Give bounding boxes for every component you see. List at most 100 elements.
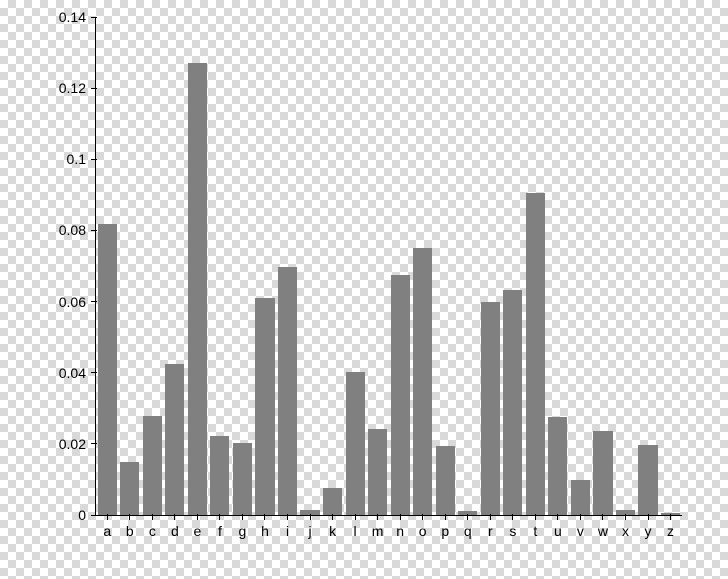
x-tick-slot: f (209, 515, 232, 543)
x-tick-label: a (103, 523, 111, 539)
x-tick-mark (174, 514, 175, 520)
bar-slot (659, 17, 682, 515)
x-tick-label: v (577, 523, 584, 539)
bar-s (503, 290, 522, 515)
x-tick-label: i (286, 523, 289, 539)
x-tick-mark (512, 514, 513, 520)
x-tick-mark (557, 514, 558, 520)
y-axis-ticks: 00.020.040.060.080.10.120.14 (38, 17, 96, 515)
x-tick-label: f (218, 523, 222, 539)
x-tick-mark (242, 514, 243, 520)
bar-t (526, 193, 545, 515)
bar-slot (119, 17, 142, 515)
x-tick-label: r (488, 523, 493, 539)
bar-i (278, 267, 297, 515)
bar-slot (96, 17, 119, 515)
bars-container (96, 17, 682, 515)
bar-slot (321, 17, 344, 515)
x-tick-mark (625, 514, 626, 520)
y-tick-label: 0.06 (59, 294, 86, 310)
bar-y (638, 445, 657, 515)
bar-slot (299, 17, 322, 515)
bar-n (391, 275, 410, 515)
x-tick-mark (287, 514, 288, 520)
x-tick-mark (445, 514, 446, 520)
x-tick-label: d (171, 523, 179, 539)
x-tick-slot: m (366, 515, 389, 543)
bar-slot (637, 17, 660, 515)
x-tick-slot: i (276, 515, 299, 543)
bar-c (143, 416, 162, 515)
x-tick-slot: s (502, 515, 525, 543)
x-tick-mark (332, 514, 333, 520)
x-tick-mark (535, 514, 536, 520)
bar-p (436, 446, 455, 515)
x-tick-label: u (554, 523, 562, 539)
bar-slot (614, 17, 637, 515)
x-tick-slot: o (411, 515, 434, 543)
x-tick-mark (219, 514, 220, 520)
x-tick-mark (377, 514, 378, 520)
y-tick-label: 0 (78, 507, 86, 523)
bar-slot (344, 17, 367, 515)
x-tick-slot: x (614, 515, 637, 543)
x-axis-ticks: abcdefghijklmnopqrstuvwxyz (96, 515, 682, 543)
bar-slot (164, 17, 187, 515)
x-tick-mark (400, 514, 401, 520)
x-tick-mark (490, 514, 491, 520)
x-tick-mark (355, 514, 356, 520)
x-tick-slot: g (231, 515, 254, 543)
bar-r (481, 302, 500, 515)
x-tick-label: z (667, 523, 674, 539)
x-tick-label: x (622, 523, 629, 539)
bar-f (210, 436, 229, 515)
x-tick-slot: a (96, 515, 119, 543)
bar-o (413, 248, 432, 515)
x-tick-slot: c (141, 515, 164, 543)
bar-slot (592, 17, 615, 515)
x-tick-slot: l (344, 515, 367, 543)
bar-slot (411, 17, 434, 515)
bar-slot (231, 17, 254, 515)
x-tick-label: g (239, 523, 247, 539)
x-tick-slot: k (321, 515, 344, 543)
x-tick-slot: n (389, 515, 412, 543)
bar-slot (254, 17, 277, 515)
bar-slot (524, 17, 547, 515)
x-tick-mark (422, 514, 423, 520)
x-tick-label: y (645, 523, 652, 539)
x-tick-label: c (149, 523, 156, 539)
bar-slot (434, 17, 457, 515)
x-tick-slot: d (164, 515, 187, 543)
x-tick-label: p (441, 523, 449, 539)
x-tick-mark (648, 514, 649, 520)
y-tick-label: 0.1 (67, 151, 86, 167)
bar-slot (547, 17, 570, 515)
x-tick-slot: z (659, 515, 682, 543)
x-tick-mark (152, 514, 153, 520)
x-tick-slot: r (479, 515, 502, 543)
x-tick-mark (107, 514, 108, 520)
y-tick-label: 0.08 (59, 222, 86, 238)
bar-slot (389, 17, 412, 515)
x-tick-slot: b (119, 515, 142, 543)
x-tick-label: w (598, 523, 608, 539)
x-tick-slot: j (299, 515, 322, 543)
bar-slot (276, 17, 299, 515)
x-tick-label: q (464, 523, 472, 539)
x-tick-slot: e (186, 515, 209, 543)
x-tick-slot: w (592, 515, 615, 543)
bar-slot (479, 17, 502, 515)
y-tick-label: 0.02 (59, 436, 86, 452)
bar-b (120, 462, 139, 515)
x-tick-mark (264, 514, 265, 520)
x-tick-label: h (261, 523, 269, 539)
x-tick-label: e (193, 523, 201, 539)
bar-slot (366, 17, 389, 515)
bar-slot (569, 17, 592, 515)
bar-slot (141, 17, 164, 515)
bar-u (548, 417, 567, 515)
x-tick-label: s (509, 523, 516, 539)
x-tick-slot: p (434, 515, 457, 543)
x-tick-label: k (329, 523, 336, 539)
